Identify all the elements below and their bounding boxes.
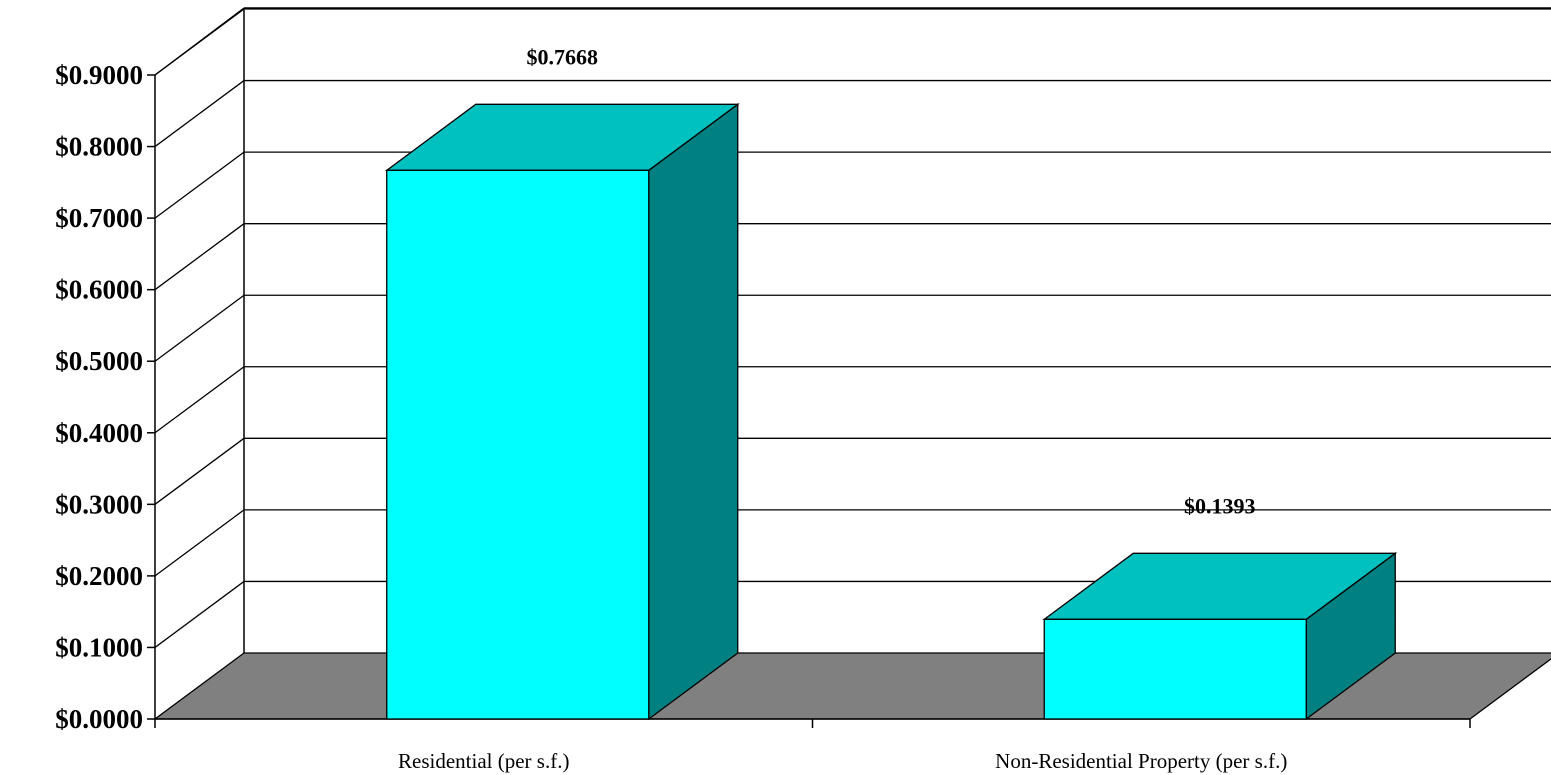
x-tick-label-1: Non-Residential Property (per s.f.) bbox=[995, 749, 1287, 773]
y-tick-label-6: $0.6000 bbox=[55, 275, 143, 305]
bar-side-0 bbox=[648, 103, 739, 721]
data-label-1: $0.1393 bbox=[1184, 493, 1256, 518]
gridline-side-6 bbox=[154, 223, 245, 291]
bar-1 bbox=[1042, 552, 1398, 721]
data-label-0: $0.7668 bbox=[527, 44, 599, 69]
gridline-side-2 bbox=[154, 509, 245, 577]
y-tick-label-3: $0.3000 bbox=[55, 489, 143, 519]
gridline-side-3 bbox=[154, 437, 245, 505]
gridline-side-4 bbox=[154, 366, 245, 434]
y-tick-label-1: $0.1000 bbox=[55, 632, 143, 662]
y-tick-label-7: $0.7000 bbox=[55, 203, 143, 233]
labels: $0.7668 Residential (per s.f.) $0.1393 Non-… bbox=[398, 44, 1287, 773]
gridline-side-5 bbox=[154, 294, 245, 362]
gridline-side-7 bbox=[154, 151, 245, 219]
y-tick-label-5: $0.5000 bbox=[55, 346, 143, 376]
y-tick-label-9: $0.9000 bbox=[55, 60, 143, 90]
bar-front-1 bbox=[1043, 618, 1307, 720]
y-tick-label-2: $0.2000 bbox=[55, 561, 143, 591]
x-tick-label-0: Residential (per s.f.) bbox=[398, 749, 569, 773]
side-wall-top-edge bbox=[154, 7, 245, 76]
chart-walls bbox=[243, 7, 1551, 653]
axes: $0.0000 $0.1000 $0.2000 $0.3000 $0.4000 $0.50… bbox=[55, 60, 1471, 734]
gridline-side-8 bbox=[154, 80, 245, 148]
gridlines bbox=[154, 7, 1551, 648]
bar-0 bbox=[384, 103, 740, 721]
gridline-side-1 bbox=[154, 580, 245, 648]
bar-front-0 bbox=[386, 169, 650, 720]
y-tick-label-8: $0.8000 bbox=[55, 132, 143, 162]
y-tick-label-4: $0.4000 bbox=[55, 418, 143, 448]
bars bbox=[384, 103, 1398, 721]
y-tick-label-0: $0.0000 bbox=[55, 704, 143, 734]
